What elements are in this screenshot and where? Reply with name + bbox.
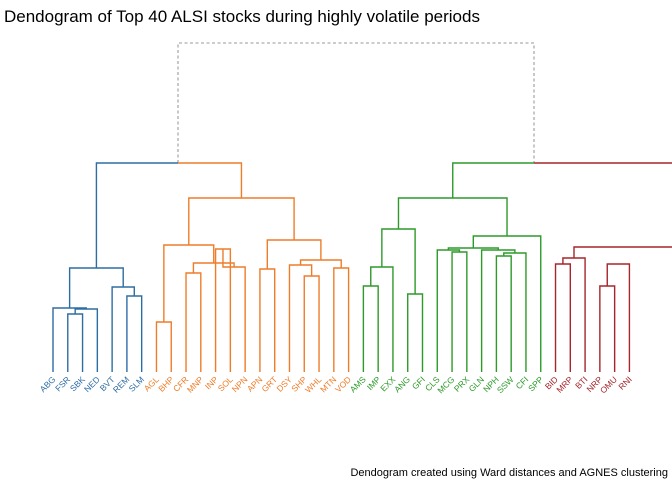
chart-caption: Dendogram created using Ward distances a… xyxy=(350,467,668,479)
dendrogram-link xyxy=(52,307,87,372)
dendrogram-link xyxy=(606,263,631,372)
dendrogram-link xyxy=(288,264,313,372)
dendrogram-link xyxy=(68,267,124,308)
dendrogram-link xyxy=(534,162,672,164)
dendrogram-link xyxy=(111,286,135,372)
leaf-label-rni: RNI xyxy=(616,374,633,391)
dendrogram-link xyxy=(222,249,246,372)
chart-title: Dendogram of Top 40 ALSI stocks during h… xyxy=(4,7,480,26)
dendrogram-link xyxy=(178,162,243,198)
dendrogram-link xyxy=(74,308,99,372)
dendrogram-link xyxy=(192,262,235,273)
dendrogram-link xyxy=(503,252,527,372)
leaf-labels: ABGFSRSBKNEDBVTREMSLMAGLBHPCFRMNPINPSOLN… xyxy=(38,374,634,395)
dendrogram-link xyxy=(436,249,461,372)
dendrogram-link xyxy=(259,268,276,372)
dendrogram-link xyxy=(163,244,215,322)
dendrogram-link xyxy=(185,272,202,372)
leaf-label-ssw: SSW xyxy=(495,374,516,395)
dendrogram-link xyxy=(177,42,535,163)
dendrogram-link xyxy=(155,321,172,372)
dendrogram-link xyxy=(381,228,416,294)
leaf-label-mrp: MRP xyxy=(554,374,575,395)
dendrogram-link xyxy=(370,266,394,372)
dendrogram-link xyxy=(495,255,512,372)
dendrogram-branches xyxy=(52,42,672,372)
dendrogram-link xyxy=(562,257,586,372)
dendrogram-link xyxy=(188,197,295,245)
dendrogram-link xyxy=(599,285,616,372)
dendrogram-link xyxy=(362,285,379,372)
dendrogram-link xyxy=(303,275,320,372)
dendrogram-link xyxy=(95,162,178,268)
dendrogram-link xyxy=(554,263,571,372)
dendrogram-link xyxy=(573,246,672,258)
dendrogram-link xyxy=(333,267,350,372)
dendrogram-link xyxy=(452,162,534,198)
dendrogram-link xyxy=(126,295,143,372)
dendrogram-link xyxy=(67,313,84,372)
dendrogram-link xyxy=(480,249,516,372)
dendrogram-link xyxy=(299,259,342,268)
dendrogram-link xyxy=(407,293,424,372)
dendrogram-link xyxy=(451,251,468,372)
